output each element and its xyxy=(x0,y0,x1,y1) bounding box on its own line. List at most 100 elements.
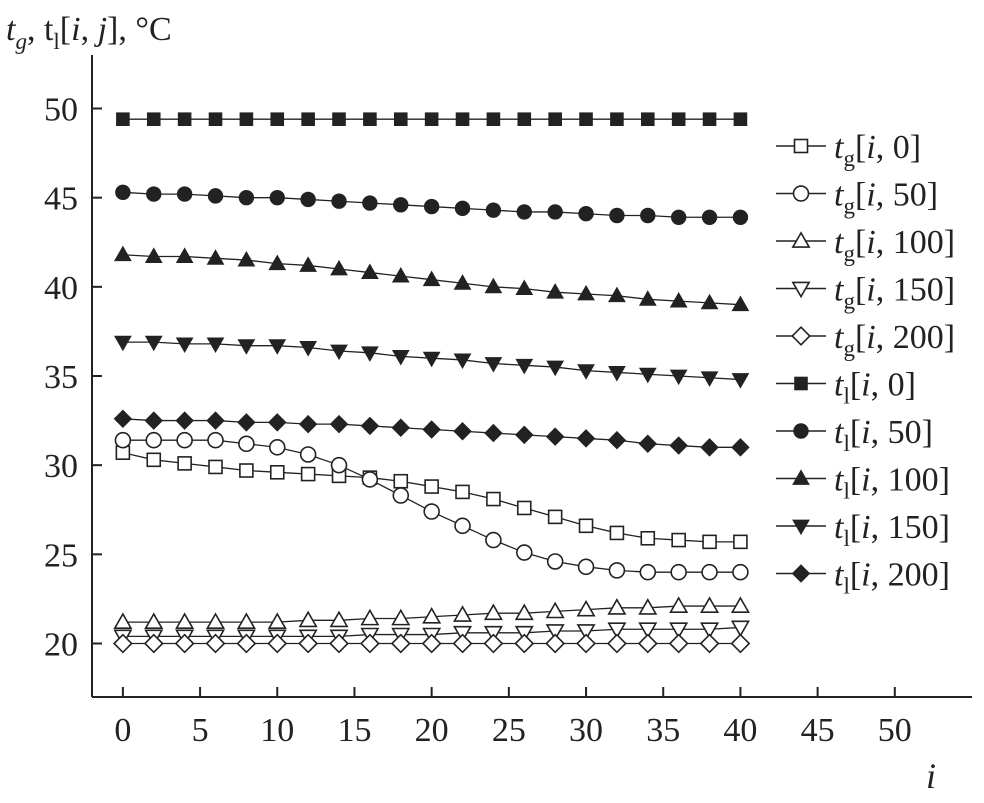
data-point xyxy=(329,610,349,628)
data-point xyxy=(638,622,658,639)
data-point xyxy=(638,290,657,306)
y-tick-label: 25 xyxy=(44,537,78,574)
data-point xyxy=(609,207,625,224)
data-point xyxy=(669,596,689,613)
data-point xyxy=(485,531,502,549)
data-point xyxy=(577,558,595,576)
data-point xyxy=(546,553,564,570)
data-point xyxy=(609,525,625,541)
data-point xyxy=(547,204,563,220)
data-point xyxy=(329,414,349,434)
legend-entry: tg[i, 50] xyxy=(776,177,938,219)
data-point xyxy=(361,346,379,362)
data-point xyxy=(360,416,380,436)
data-point xyxy=(113,612,133,629)
data-point xyxy=(638,367,657,384)
data-point xyxy=(363,112,377,126)
data-point xyxy=(702,534,717,550)
data-point xyxy=(115,184,131,201)
data-point xyxy=(330,456,348,474)
data-point xyxy=(732,563,749,581)
y-tick-label: 50 xyxy=(44,92,78,129)
data-point xyxy=(206,612,226,629)
data-point xyxy=(731,295,750,312)
data-point xyxy=(455,484,470,500)
data-point xyxy=(640,207,656,224)
data-point xyxy=(207,188,224,204)
data-point xyxy=(484,277,503,294)
legend-marker xyxy=(792,469,810,485)
data-point xyxy=(700,622,720,639)
data-point xyxy=(669,369,688,386)
data-point xyxy=(454,517,471,535)
data-point xyxy=(176,186,193,202)
legend-marker xyxy=(792,519,810,536)
data-point xyxy=(206,249,225,265)
data-point xyxy=(144,411,163,430)
data-point xyxy=(422,607,442,624)
data-point xyxy=(731,438,750,457)
data-point xyxy=(514,633,535,654)
data-point xyxy=(516,204,532,220)
series-l-50 xyxy=(115,184,749,225)
x-tick-label: 20 xyxy=(415,712,449,749)
legend-label: tl[i, 150] xyxy=(834,509,950,551)
y-tick-label: 30 xyxy=(44,448,78,485)
data-point xyxy=(731,373,750,389)
data-point xyxy=(146,186,162,202)
data-point xyxy=(547,509,563,525)
data-point xyxy=(453,274,472,290)
data-point xyxy=(579,112,593,126)
data-point xyxy=(545,624,565,641)
legend-label: tg[i, 150] xyxy=(834,272,955,314)
data-point xyxy=(331,193,347,209)
x-tick-label: 10 xyxy=(260,712,294,749)
x-tick-label: 40 xyxy=(723,712,757,749)
data-point xyxy=(113,409,133,429)
x-tick-label: 0 xyxy=(114,712,131,749)
data-point xyxy=(298,414,318,434)
legend-entry: tg[i, 200] xyxy=(776,319,955,361)
y-tick-label: 35 xyxy=(44,359,78,396)
data-point xyxy=(515,425,534,445)
data-point xyxy=(329,633,349,654)
data-point xyxy=(699,633,720,654)
series-l-150 xyxy=(113,335,750,389)
data-point xyxy=(391,608,411,626)
y-tick-label: 20 xyxy=(44,627,78,664)
data-point xyxy=(361,471,379,488)
data-point xyxy=(359,633,380,654)
data-point xyxy=(144,247,163,263)
data-point xyxy=(422,420,441,439)
data-point xyxy=(577,284,595,301)
x-tick-label: 35 xyxy=(646,712,680,749)
series-l-200 xyxy=(113,409,750,457)
data-point xyxy=(205,633,226,654)
data-point xyxy=(268,439,286,456)
x-tick-label: 25 xyxy=(492,712,526,749)
data-point xyxy=(576,429,596,448)
legend-entry: tl[i, 150] xyxy=(776,509,950,551)
data-point xyxy=(301,112,315,126)
data-point xyxy=(208,459,223,475)
x-tick-label: 5 xyxy=(192,712,209,749)
data-point xyxy=(174,633,195,654)
data-point xyxy=(453,605,473,622)
data-point xyxy=(146,452,162,468)
legend-entry: tl[i, 100] xyxy=(776,462,950,504)
legend-marker xyxy=(793,423,809,439)
data-point xyxy=(113,335,132,352)
data-point xyxy=(393,197,409,213)
legend-label: tl[i, 0] xyxy=(834,367,916,409)
data-point xyxy=(268,413,287,432)
x-tick-label: 50 xyxy=(878,712,912,749)
data-point xyxy=(514,603,534,621)
legend-marker xyxy=(794,376,808,391)
data-point xyxy=(576,599,596,617)
data-point xyxy=(486,112,501,126)
data-point xyxy=(175,247,194,263)
data-point xyxy=(207,431,224,449)
data-point xyxy=(607,430,627,450)
legend-label: tl[i, 100] xyxy=(834,462,950,504)
y-axis-label: tg, tl[i, j], °C xyxy=(6,11,172,54)
